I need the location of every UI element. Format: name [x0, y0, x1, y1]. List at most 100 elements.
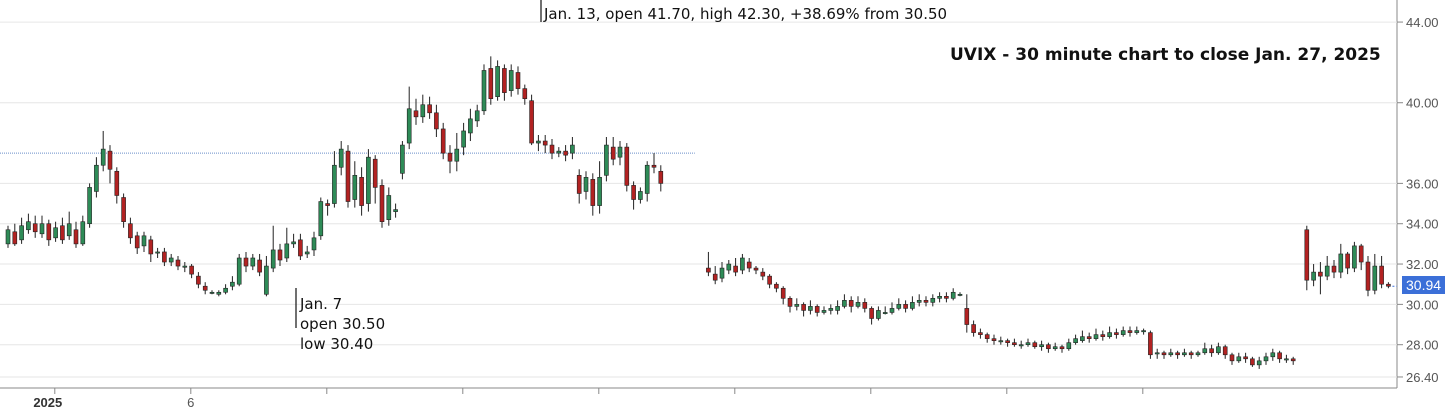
y-tick-label: 34.00 — [1406, 217, 1439, 232]
candle-body — [1080, 336, 1085, 341]
candle-body — [243, 257, 249, 267]
candle-body — [624, 146, 630, 186]
candle-body — [325, 203, 330, 206]
candle-body — [964, 308, 970, 325]
candle-body — [236, 257, 242, 285]
candle-body — [1025, 342, 1031, 346]
candle-body — [66, 223, 72, 237]
candle-body — [1120, 330, 1126, 335]
candle-body — [488, 68, 494, 99]
candle-body — [536, 140, 541, 144]
candle-body — [794, 304, 800, 307]
candle-body — [570, 144, 575, 154]
candle-body — [1175, 352, 1180, 356]
candle-body — [1182, 352, 1187, 356]
candle-body — [366, 156, 371, 204]
candle-body — [162, 251, 167, 263]
candle-body — [270, 249, 276, 269]
last-price-badge: 30.94 — [1402, 276, 1446, 295]
candle-body — [821, 310, 827, 313]
candle-body — [1222, 346, 1228, 356]
candle-body — [638, 191, 643, 200]
candle-body — [26, 221, 31, 231]
candle-body — [39, 223, 45, 235]
candle-body — [379, 185, 385, 222]
candle-body — [440, 128, 446, 154]
candle-body — [617, 146, 623, 158]
candle-body — [1379, 265, 1384, 285]
candle-body — [1107, 332, 1112, 337]
candle-body — [121, 197, 126, 222]
candle-body — [168, 257, 174, 263]
y-tick-label: 30.00 — [1406, 297, 1439, 312]
candle-body — [434, 112, 439, 130]
candle-body — [216, 291, 222, 295]
y-tick-label: 44.00 — [1406, 15, 1439, 30]
annotation-jan13: Jan. 13, open 41.70, high 42.30, +38.69%… — [544, 4, 947, 24]
annotation-jan7: Jan. 7 open 30.50 low 30.40 — [300, 294, 385, 354]
candle-body — [644, 164, 650, 194]
candle-body — [264, 265, 269, 295]
candle-body — [298, 239, 303, 257]
candle-body — [53, 227, 58, 239]
candle-body — [474, 110, 480, 122]
candle-body — [597, 177, 602, 206]
candle-body — [746, 261, 752, 269]
candle-body — [1086, 336, 1092, 339]
candle-body — [631, 185, 636, 200]
y-tick-label: 32.00 — [1406, 257, 1439, 272]
candle-body — [903, 304, 908, 309]
candle-body — [910, 302, 915, 309]
candle-body — [332, 164, 337, 204]
candle-body — [1358, 245, 1364, 263]
candle-body — [1216, 346, 1221, 354]
grid — [0, 21, 1397, 378]
candle-body — [726, 263, 732, 271]
candle-body — [202, 285, 208, 291]
candle-body — [94, 164, 99, 192]
candle-body — [1270, 352, 1276, 358]
candle-body — [1052, 346, 1058, 350]
candle-body — [848, 300, 854, 307]
candle-body — [468, 118, 473, 134]
candle-body — [502, 68, 507, 93]
candle-body — [1352, 245, 1357, 269]
candle-body — [658, 170, 664, 184]
annotation-jan7-line1: Jan. 7 — [300, 295, 343, 313]
candle-body — [318, 201, 324, 237]
y-tick-label: 40.00 — [1406, 96, 1439, 111]
candle-body — [801, 304, 806, 311]
candle-body — [1046, 344, 1051, 350]
candle-body — [107, 150, 113, 170]
candle-body — [971, 324, 976, 333]
candle-body — [1304, 229, 1310, 281]
candle-body — [19, 225, 24, 241]
candle-body — [937, 296, 942, 299]
candle-body — [760, 271, 766, 277]
candle-body — [733, 265, 738, 273]
candle-body — [876, 310, 881, 319]
candle-body — [80, 221, 86, 245]
candle-body — [46, 223, 52, 241]
candle-body — [277, 249, 283, 261]
candle-body — [291, 241, 296, 245]
candle-body — [542, 140, 548, 146]
candle-body — [352, 175, 358, 200]
candle-body — [393, 209, 398, 212]
candle-body — [719, 267, 725, 279]
candle-body — [556, 150, 562, 154]
candle-body — [1093, 334, 1099, 339]
candle-body — [1263, 356, 1269, 362]
candle-body — [576, 175, 582, 194]
chart-title: UVIX - 30 minute chart to close Jan. 27,… — [950, 45, 1381, 65]
candle-body — [189, 265, 194, 275]
candle-body — [114, 170, 120, 196]
candle-body — [148, 239, 154, 255]
candle-body — [882, 312, 888, 314]
candle-body — [563, 150, 568, 156]
candle-body — [1114, 332, 1119, 335]
candle-body — [1324, 265, 1330, 277]
candle-body — [950, 291, 956, 299]
candle-body — [175, 259, 181, 267]
candle-body — [1372, 265, 1378, 291]
